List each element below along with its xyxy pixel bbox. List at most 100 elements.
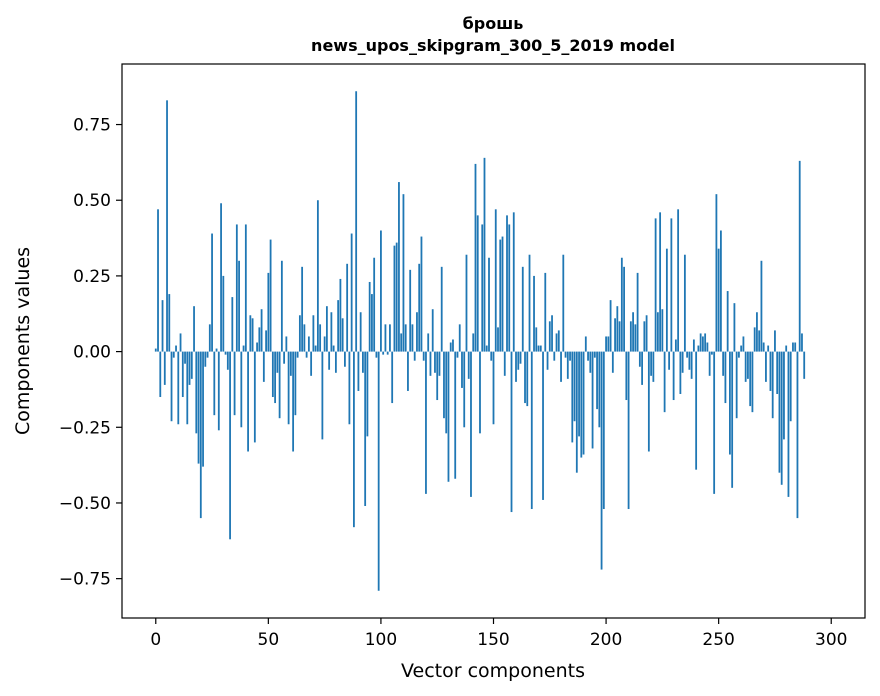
bar-222 — [654, 218, 657, 352]
bar-43 — [251, 318, 254, 352]
bar-46 — [258, 327, 261, 352]
bar-184 — [569, 351, 571, 361]
bar-228 — [668, 351, 671, 370]
y-tick-label: 0.25 — [73, 267, 111, 287]
bar-146 — [483, 157, 486, 352]
bar-160 — [515, 351, 517, 382]
bar-123 — [431, 309, 434, 352]
bar-186 — [573, 351, 576, 422]
bar-91 — [359, 312, 362, 352]
bar-217 — [643, 321, 646, 352]
bar-143 — [476, 215, 479, 352]
bar-105 — [391, 351, 394, 404]
bar-17 — [193, 306, 195, 352]
bar-20 — [199, 351, 202, 519]
bar-163 — [521, 266, 524, 352]
bar-223 — [656, 312, 659, 352]
bar-180 — [560, 351, 562, 382]
bar-227 — [665, 248, 668, 352]
bar-278 — [780, 351, 783, 485]
bar-250 — [717, 248, 720, 352]
bar-111 — [404, 324, 407, 352]
bar-104 — [389, 324, 391, 352]
bar-175 — [548, 321, 551, 352]
bar-57 — [283, 351, 286, 364]
bar-270 — [762, 342, 765, 352]
bar-136 — [461, 351, 463, 388]
plot-frame — [121, 63, 866, 619]
bar-255 — [729, 351, 731, 455]
bar-90 — [357, 351, 360, 391]
bar-5 — [166, 100, 168, 352]
bar-221 — [652, 351, 655, 382]
bar-282 — [789, 351, 792, 422]
bar-283 — [792, 342, 794, 352]
bar-239 — [692, 339, 695, 352]
bar-61 — [292, 351, 295, 452]
bar-155 — [503, 351, 506, 376]
bar-200 — [605, 336, 607, 352]
y-tick-label: 0.75 — [73, 116, 111, 136]
bar-112 — [407, 351, 409, 391]
bar-106 — [393, 245, 396, 352]
bar-35 — [233, 351, 236, 416]
bar-268 — [758, 330, 761, 352]
bar-125 — [436, 351, 439, 401]
bar-86 — [348, 351, 351, 425]
bar-159 — [512, 212, 515, 352]
bar-249 — [715, 194, 718, 352]
bar-38 — [240, 351, 243, 428]
bar-73 — [319, 324, 322, 352]
bar-131 — [449, 342, 452, 352]
bar-15 — [188, 351, 191, 385]
bar-251 — [720, 230, 722, 352]
bar-96 — [371, 294, 373, 352]
bar-53 — [274, 351, 276, 404]
bar-275 — [774, 330, 776, 352]
bar-1 — [157, 209, 159, 352]
bar-97 — [373, 257, 376, 352]
bar-181 — [562, 254, 565, 352]
bar-256 — [731, 351, 734, 488]
bar-14 — [186, 351, 189, 425]
bar-31 — [224, 351, 227, 355]
bar-245 — [706, 342, 709, 352]
chart-subtitle: news_upos_skipgram_300_5_2019 model — [311, 36, 675, 55]
bar-145 — [481, 224, 484, 352]
bar-113 — [409, 269, 412, 352]
bar-164 — [524, 351, 526, 404]
bar-242 — [699, 333, 702, 352]
bar-129 — [445, 351, 448, 434]
bar-246 — [708, 351, 711, 376]
bar-187 — [575, 351, 578, 473]
bar-150 — [492, 351, 495, 425]
bar-110 — [402, 194, 405, 352]
bar-211 — [629, 321, 632, 352]
bar-56 — [280, 260, 283, 352]
bar-258 — [735, 351, 738, 419]
bar-214 — [636, 272, 639, 352]
bar-45 — [256, 342, 258, 352]
bar-226 — [663, 351, 666, 413]
bar-25 — [211, 233, 213, 352]
y-tick-label: −0.25 — [59, 418, 111, 438]
bar-141 — [472, 333, 475, 352]
bar-128 — [443, 351, 445, 419]
bar-68 — [307, 336, 310, 352]
bar-40 — [244, 224, 247, 352]
bar-34 — [231, 297, 234, 352]
bar-219 — [647, 351, 650, 452]
bar-0 — [154, 348, 157, 352]
bar-259 — [738, 351, 740, 358]
bar-103 — [386, 351, 389, 355]
bar-144 — [479, 351, 481, 434]
bar-277 — [778, 351, 781, 473]
bar-205 — [616, 306, 619, 352]
bar-206 — [618, 321, 621, 352]
bar-165 — [526, 351, 529, 407]
bar-230 — [672, 351, 675, 401]
bar-170 — [537, 345, 540, 352]
bar-281 — [787, 351, 790, 497]
bar-11 — [179, 333, 182, 352]
bar-172 — [542, 351, 544, 500]
